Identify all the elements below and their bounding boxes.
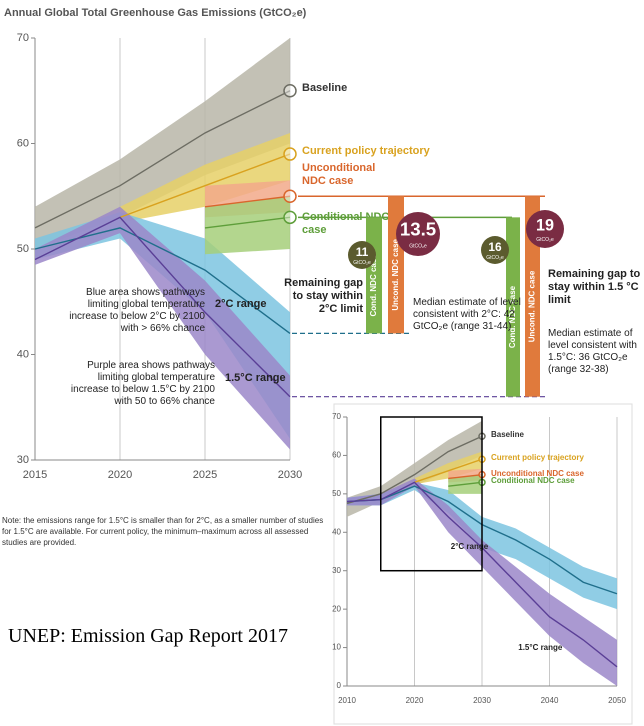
series-line [34, 90, 291, 229]
series-line [346, 435, 483, 505]
y-tick-label: 30 [332, 566, 341, 575]
range-band [347, 478, 617, 686]
annotation-text: Remaining gap to stay within 1.5 °C limi… [548, 268, 641, 306]
gap-bar-label: Cond. NDC case [369, 254, 378, 317]
series-label: 2°C range [215, 298, 267, 311]
range-band [35, 212, 290, 439]
chart-title: Annual Global Total Greenhouse Gas Emiss… [4, 7, 307, 19]
y-tick-label: 20 [332, 604, 341, 613]
y-tick-label: 60 [332, 451, 341, 460]
gap-badge [348, 241, 376, 269]
x-tick-label: 2030 [278, 469, 302, 481]
series-label-text: Current policy trajectory [302, 145, 430, 158]
series-label: 1.5°C range [518, 642, 563, 652]
x-tick-label: 2040 [541, 696, 559, 705]
x-tick-label: 2015 [23, 469, 47, 481]
gap-value: 13.5 [400, 219, 436, 240]
series-label: 2°C range [450, 541, 489, 551]
series-label-text: Conditional NDC case [302, 211, 390, 237]
series-label-text: Conditional NDC case [491, 476, 575, 486]
y-tick-label: 40 [332, 527, 341, 536]
note: Note: the emissions range for 1.5°C is s… [2, 516, 324, 547]
x-tick-label: 2010 [338, 696, 356, 705]
annotation: Purple area shows pathways limiting glob… [70, 360, 215, 407]
series-label: Conditional NDC case [491, 476, 575, 486]
gap-value: 19 [536, 216, 554, 234]
y-tick-label: 50 [17, 243, 29, 255]
series-label-text: Current policy trajectory [491, 453, 584, 463]
caption: UNEP: Emission Gap Report 2017 [8, 625, 288, 647]
annotation: Remaining gap to stay within 1.5 °C limi… [548, 268, 641, 306]
series-line [204, 195, 291, 208]
series-label-text: 2°C range [450, 541, 489, 551]
end-marker [283, 189, 297, 203]
series-line [34, 216, 291, 398]
gap-value: 11 [356, 245, 369, 259]
gap-unit: GtCO₂e [486, 255, 504, 261]
end-marker [283, 147, 297, 161]
gap-unit: GtCO₂e [409, 243, 427, 249]
gap-bar-label: Uncond. NDC case [528, 270, 537, 342]
series-label-text: Baseline [302, 81, 348, 94]
gap-unit: GtCO₂e [536, 237, 554, 243]
series-line [414, 458, 483, 483]
gap-bar-label: Uncond. NDC case [391, 238, 400, 310]
series-label-text: Unconditional NDC case [491, 468, 584, 478]
annotation-text: Remaining gap to stay within 2°C limit [284, 277, 363, 315]
y-tick-label: 50 [332, 489, 341, 498]
gap-bar [525, 196, 540, 397]
range-band [205, 196, 290, 255]
annotation: Median estimate of level consistent with… [548, 328, 637, 375]
annotation-text: Blue area shows pathways limiting global… [69, 287, 205, 334]
range-band [120, 132, 290, 223]
series-label-text: Unconditional NDC case [302, 162, 376, 188]
x-tick-label: 2025 [193, 469, 217, 481]
gap-badge [396, 212, 440, 256]
series-label-text: 2°C range [215, 298, 267, 311]
x-tick-label: 2050 [608, 696, 626, 705]
range-band [35, 206, 290, 450]
y-tick-label: 30 [17, 454, 29, 466]
annotation-text: Median estimate of level consistent with… [548, 328, 637, 375]
x-tick-label: 2030 [473, 696, 491, 705]
series-label-text: Baseline [491, 430, 524, 440]
annotation: Blue area shows pathways limiting global… [69, 287, 205, 334]
gap-badge [481, 236, 509, 264]
gap-value: 16 [488, 240, 502, 254]
series-label: Baseline [491, 430, 524, 440]
series-line [204, 216, 291, 229]
gap-bar-label: Cond. NDC case [508, 285, 517, 348]
y-tick-label: 70 [332, 412, 341, 421]
annotation-text: Median estimate of level consistent with… [413, 297, 521, 332]
series-label: 1.5°C range [225, 371, 286, 384]
series-line [448, 481, 483, 487]
gap-unit: GtCO₂e [353, 260, 371, 266]
y-tick-label: 60 [17, 137, 29, 149]
gap-badge [526, 210, 564, 248]
x-tick-label: 2020 [406, 696, 424, 705]
series-label-text: 1.5°C range [518, 642, 563, 652]
series-label: Current policy trajectory [302, 145, 430, 158]
y-tick-label: 10 [332, 643, 341, 652]
y-tick-label: 0 [337, 681, 342, 690]
series-label: Unconditional NDC case [491, 468, 584, 478]
y-tick-label: 40 [17, 348, 29, 360]
annotation-text: Purple area shows pathways limiting glob… [70, 360, 215, 407]
annotation: Median estimate of level consistent with… [413, 297, 521, 332]
series-line [119, 153, 291, 219]
series-label: Current policy trajectory [491, 453, 584, 463]
y-tick-label: 70 [17, 32, 29, 44]
end-marker [283, 84, 297, 98]
series-label: Baseline [302, 81, 348, 94]
annotation: Remaining gap to stay within 2°C limit [284, 277, 363, 315]
series-label: Unconditional NDC case [302, 162, 376, 188]
series-line [448, 473, 483, 480]
end-marker [283, 210, 297, 225]
x-tick-label: 2020 [108, 469, 132, 481]
zoom-window [380, 416, 483, 572]
gap-bar [506, 217, 520, 397]
series-label-text: 1.5°C range [225, 371, 286, 384]
